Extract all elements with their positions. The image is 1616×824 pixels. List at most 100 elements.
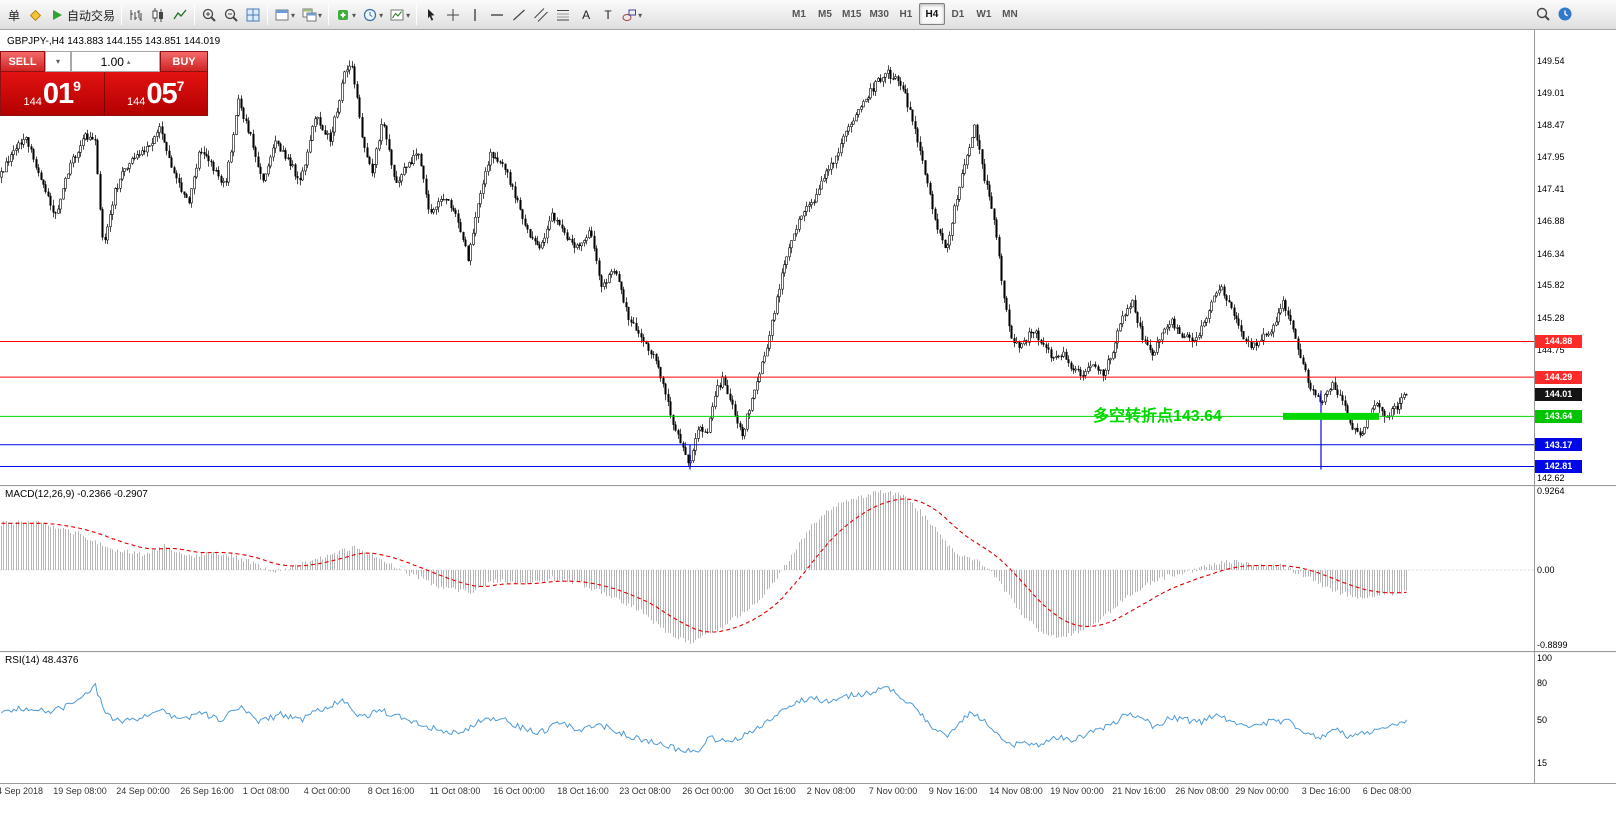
text-button[interactable]: A [574, 3, 596, 27]
rsi-label: RSI(14) 48.4376 [5, 655, 79, 666]
templates-button[interactable]: ▾ [386, 3, 413, 27]
time-tick: 24 Sep 00:00 [116, 786, 170, 796]
periods-button[interactable]: ▾ [359, 3, 386, 27]
price-tick: 145.82 [1537, 280, 1565, 291]
chevron-down-icon: ▾ [379, 10, 384, 20]
candlestick-chart-icon [150, 7, 166, 23]
shapes-button[interactable]: ▾ [618, 3, 645, 27]
one-click-trading-panel: SELL ▾ 1.00 ▴ BUY 144 01 9 144 05 7 [0, 51, 208, 116]
time-tick: 4 Oct 00:00 [303, 786, 351, 796]
toolbar: 单 自动交易 ▾ ▾ ▾ ▾ ▾ A T ▾ M1 M5 M15 M30 H1 H4 D1 W1 MN [0, 0, 1616, 30]
chevron-down-icon: ▾ [352, 10, 357, 20]
buy-button[interactable]: BUY [160, 51, 208, 72]
search-button[interactable] [1532, 2, 1554, 26]
pivot-annotation: 多空转折点143.64 [1093, 408, 1222, 425]
sell-price-base: 144 [23, 96, 42, 108]
shapes-icon [621, 7, 637, 23]
quick-help-icon [1557, 6, 1573, 22]
toolbar-separator [267, 5, 269, 25]
zoom-in-button[interactable] [198, 3, 220, 27]
time-tick: 19 Nov 00:00 [1050, 786, 1104, 796]
price-line-badge: 144.29 [1535, 370, 1582, 384]
horizontal-line-icon [489, 7, 505, 23]
new-chart-button[interactable]: ▾ [271, 3, 298, 27]
buy-price-display[interactable]: 144 05 7 [105, 72, 208, 115]
macd-tick: -0.8899 [1537, 640, 1568, 650]
order-type-dropdown[interactable]: ▾ [45, 51, 71, 72]
fibonacci-button[interactable] [552, 3, 574, 27]
cursor-button[interactable] [420, 3, 442, 27]
bars-chart-button[interactable] [125, 3, 147, 27]
candlestick-chart-button[interactable] [147, 3, 169, 27]
quick-help-button[interactable] [1554, 2, 1576, 26]
time-tick: 26 Sep 16:00 [180, 786, 234, 796]
macd-label: MACD(12,26,9) -0.2366 -0.2907 [5, 489, 148, 500]
timeframe-m15-button[interactable]: M15 [842, 8, 862, 20]
price-tick: 148.47 [1537, 120, 1565, 131]
sell-price-pips: 01 [42, 77, 74, 110]
trendline-button[interactable] [508, 3, 530, 27]
rsi-tick: 100 [1537, 653, 1553, 663]
timeframe-d1-button[interactable]: D1 [951, 8, 965, 20]
equidistant-channel-button[interactable] [530, 3, 552, 27]
time-tick: 30 Oct 16:00 [744, 786, 796, 796]
zoom-in-icon [201, 7, 217, 23]
auto-trading-icon [49, 7, 65, 23]
timeframe-h1-button[interactable]: H1 [899, 8, 913, 20]
price-line-badge: 142.81 [1535, 459, 1582, 473]
sell-button[interactable]: SELL [0, 51, 45, 72]
timeframe-w1-button[interactable]: W1 [976, 8, 992, 20]
horizontal-line-button[interactable] [486, 3, 508, 27]
time-tick: 26 Nov 08:00 [1175, 786, 1229, 796]
time-tick: 7 Nov 00:00 [868, 786, 918, 796]
volume-spinner-icon[interactable]: ▴ [126, 58, 131, 66]
periods-icon [362, 7, 378, 23]
tile-windows-button[interactable] [242, 3, 264, 27]
price-tick: 142.62 [1537, 473, 1565, 484]
zoom-out-button[interactable] [220, 3, 242, 27]
price-tick: 146.88 [1537, 216, 1565, 227]
price-tick: 149.01 [1537, 87, 1565, 98]
rsi-tick: 80 [1537, 678, 1548, 688]
profiles-button[interactable]: ▾ [298, 3, 325, 27]
timeframe-h4-button[interactable]: H4 [918, 3, 945, 25]
timeframe-m1-button[interactable]: M1 [792, 8, 806, 20]
new-order-label: 单 [7, 8, 20, 23]
timeframe-toolbar: M1 M5 M15 M30 H1 H4 D1 W1 MN [786, 3, 1023, 25]
crosshair-button[interactable] [442, 3, 464, 27]
sell-price-display[interactable]: 144 01 9 [1, 72, 105, 115]
price-line-badge: 143.17 [1535, 438, 1582, 452]
chevron-down-icon: ▾ [55, 57, 60, 66]
time-tick: 23 Oct 08:00 [619, 786, 671, 796]
volume-value: 1.00 [100, 54, 124, 69]
symbol-info: GBPJPY-,H4 143.883 144.155 143.851 144.0… [7, 36, 221, 47]
sell-price-point: 9 [73, 78, 81, 94]
timeframe-m30-button[interactable]: M30 [869, 8, 889, 20]
fibonacci-icon [555, 7, 571, 23]
bars-chart-icon [128, 7, 144, 23]
metaeditor-button[interactable] [24, 3, 46, 27]
time-tick: 16 Oct 00:00 [493, 786, 545, 796]
text-label: A [582, 8, 591, 22]
volume-input[interactable]: 1.00 ▴ [71, 51, 160, 72]
toolbar-separator [194, 5, 196, 25]
new-order-button[interactable]: 单 [2, 3, 24, 27]
toolbar-right-icons [1532, 2, 1576, 26]
add-indicator-button[interactable]: ▾ [332, 3, 359, 27]
vertical-line-button[interactable] [464, 3, 486, 27]
price-tick: 149.54 [1537, 55, 1565, 66]
auto-trading-button[interactable]: 自动交易 [46, 3, 118, 27]
vertical-line-icon [467, 7, 483, 23]
line-chart-button[interactable] [169, 3, 191, 27]
price-tick: 147.95 [1537, 151, 1565, 162]
profiles-icon [301, 7, 317, 23]
text-label-button[interactable]: T [596, 3, 618, 27]
timeframe-mn-button[interactable]: MN [1002, 8, 1018, 20]
add-indicator-icon [335, 7, 351, 23]
cursor-icon [423, 7, 439, 23]
equidistant-channel-icon [533, 7, 549, 23]
price-line-badge: 143.64 [1535, 409, 1582, 423]
timeframe-m5-button[interactable]: M5 [818, 8, 832, 20]
price-tick: 146.34 [1537, 248, 1565, 259]
